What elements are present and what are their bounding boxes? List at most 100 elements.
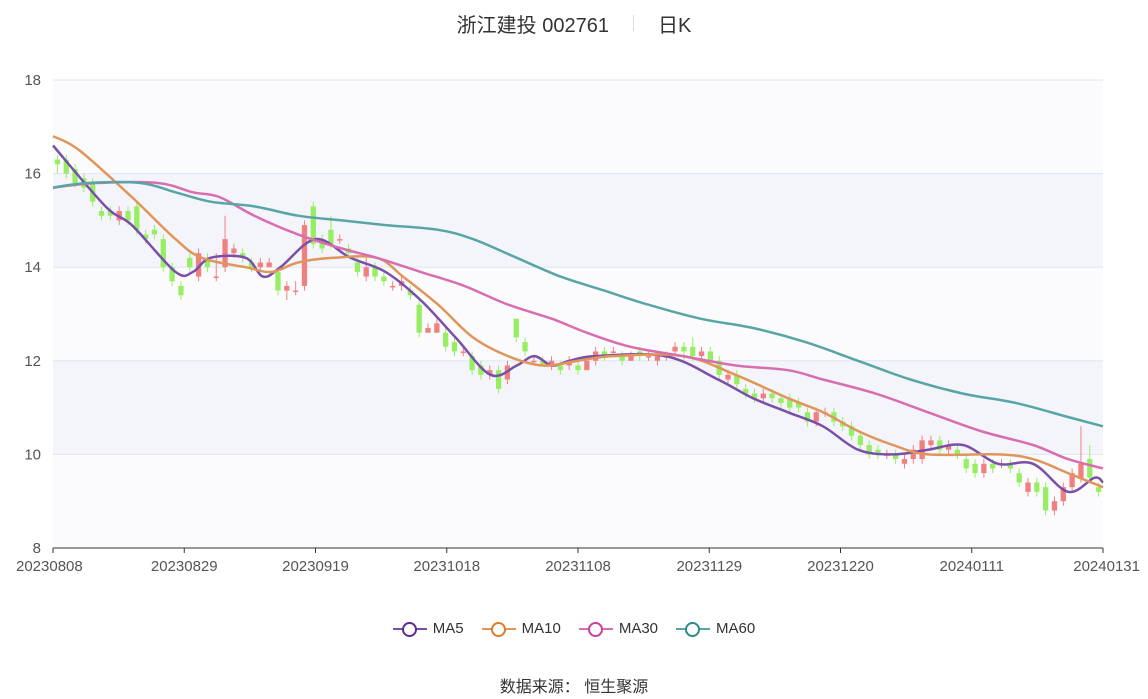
plot-background-bands [53, 80, 1103, 548]
x-tick-label: 20230919 [282, 558, 349, 575]
candle-down [451, 342, 458, 352]
candle-down [690, 346, 696, 357]
candle-up [981, 463, 987, 474]
legend-marker-ma10 [481, 621, 516, 637]
candle-down [972, 463, 978, 474]
legend-item-ma10[interactable]: MA10 [481, 620, 561, 637]
candle-down [372, 267, 378, 277]
candle-down [522, 342, 528, 352]
candle-down [98, 211, 105, 216]
candle-down [769, 393, 775, 399]
candle-down [143, 234, 149, 240]
candle-down [134, 206, 140, 230]
candle-up [231, 248, 237, 254]
candle-up [654, 356, 661, 361]
candle-up [1069, 473, 1075, 488]
candle-down [240, 253, 246, 258]
candle-up [910, 449, 916, 460]
candle-down [1034, 482, 1040, 492]
candle-down [1007, 463, 1013, 469]
candles [54, 154, 1102, 516]
legend-marker-ma60 [676, 621, 711, 637]
y-tick-label: 12 [24, 353, 41, 370]
candle-down [778, 398, 784, 403]
candle-down [178, 285, 184, 296]
x-axis: 20230808 20230829 20230919 20231018 20231108… [16, 547, 1140, 575]
candle-down [937, 440, 943, 450]
candle-down [72, 168, 78, 183]
candle-down [495, 370, 502, 389]
candle-down [575, 365, 581, 371]
candle-up [645, 356, 652, 358]
candle-down [787, 398, 793, 408]
candle-down [151, 229, 158, 235]
plot-band [53, 360, 1103, 455]
candle-up [213, 276, 219, 279]
candle-down [160, 239, 166, 268]
candle-up [301, 225, 308, 286]
x-tick-label: 20240111 [939, 558, 1004, 575]
candle-down [328, 229, 334, 244]
candle-up [293, 290, 299, 293]
candle-up [610, 351, 616, 353]
candle-down [169, 267, 175, 282]
candle-down [1095, 487, 1102, 492]
x-tick-label: 20231129 [676, 558, 742, 575]
chart-title: 浙江建投 002761 [456, 14, 609, 37]
candle-down [1087, 459, 1093, 478]
candle-down [734, 374, 740, 385]
legend-item-ma60[interactable]: MA60 [676, 620, 755, 637]
candle-down [416, 304, 422, 333]
legend-item-ma5[interactable]: MA5 [392, 620, 464, 637]
candle-up [813, 412, 819, 422]
x-tick-label: 20231018 [413, 558, 480, 575]
candle-down [125, 211, 131, 221]
legend-label: MA30 [618, 620, 659, 637]
candle-up [266, 262, 272, 268]
candle-up [363, 267, 369, 277]
candle-down [963, 459, 969, 469]
candle-down [187, 257, 193, 268]
y-tick-label: 8 [33, 540, 41, 557]
candle-down [990, 463, 996, 469]
candle-down [1043, 487, 1049, 511]
candle-down [63, 159, 69, 174]
x-tick-label: 20231108 [545, 558, 611, 575]
candle-up [548, 360, 555, 366]
x-tick-label: 20240131 [1073, 558, 1140, 575]
candle-down [857, 435, 863, 446]
moving-average-lines [52, 135, 1104, 494]
ma-line-ma30 [52, 180, 1104, 470]
legend-item-ma30[interactable]: MA30 [578, 620, 659, 637]
candle-up [1078, 463, 1084, 478]
plot-band [53, 454, 1103, 548]
candle-up [531, 360, 537, 363]
legend-label: MA10 [521, 620, 561, 637]
candle-down [804, 412, 811, 422]
candle-up [672, 346, 678, 352]
ma-line-ma10 [52, 135, 1104, 489]
legend-label: MA60 [716, 620, 756, 637]
legend-label: MA5 [432, 620, 464, 637]
ma-line-ma5 [52, 144, 1104, 494]
candle-up [760, 393, 766, 399]
candle-up [628, 356, 634, 361]
period-label: 日K [657, 14, 692, 37]
candle-down [407, 290, 413, 296]
candle-down [54, 159, 61, 165]
candle-down [381, 276, 387, 282]
candle-down [275, 271, 281, 291]
x-tick-label: 20230808 [16, 558, 83, 575]
title-separator [632, 15, 634, 31]
candle-up [487, 370, 493, 375]
candle-up [222, 239, 228, 268]
candle-down [469, 356, 475, 371]
candle-down [557, 365, 563, 371]
candle-down [751, 393, 758, 399]
candle-down [875, 449, 881, 455]
candle-down [954, 449, 961, 455]
candle-up [434, 323, 440, 333]
candle-up [928, 440, 934, 446]
candle-up [1025, 482, 1031, 492]
candle-down [248, 262, 255, 268]
